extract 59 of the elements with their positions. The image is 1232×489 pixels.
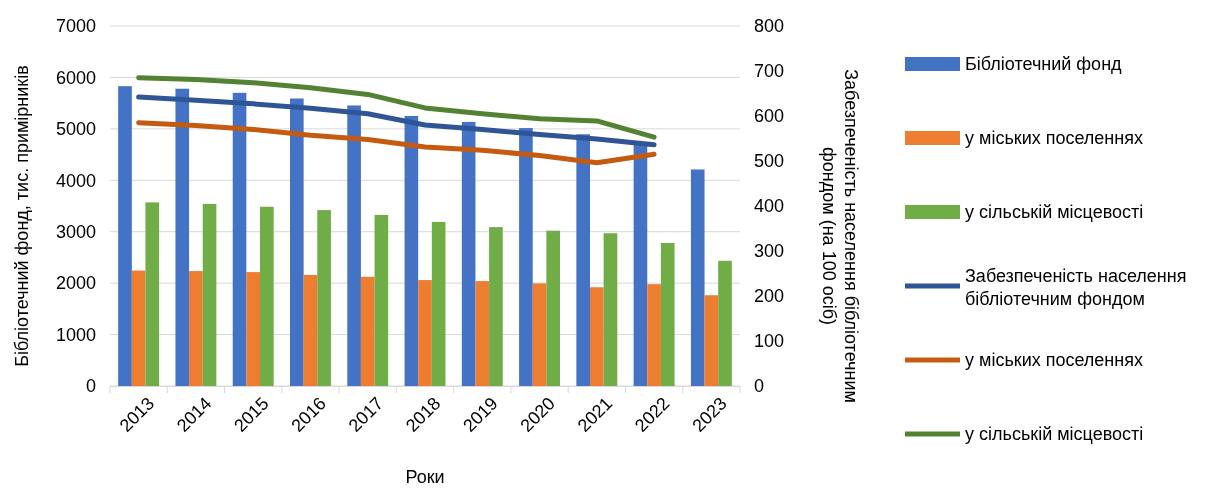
bar [590, 287, 604, 386]
bar [317, 210, 331, 386]
y-tick-label: 5000 [55, 119, 96, 140]
legend-label: у сільській місцевості [965, 202, 1144, 222]
y2-tick-label: 500 [754, 151, 785, 172]
bar [647, 284, 661, 386]
bar [546, 230, 560, 386]
bar [431, 221, 446, 386]
bar [418, 280, 432, 386]
legend-label: Забезпеченість населення бібліотечним фондом [965, 266, 1187, 310]
y2-tick-label: 600 [754, 106, 785, 127]
y-tick-label: 7000 [55, 16, 96, 37]
bar [118, 86, 132, 386]
bar [519, 128, 533, 386]
bar [603, 233, 618, 386]
y-tick-label: 2000 [55, 273, 96, 294]
bar [489, 227, 503, 386]
bar [360, 276, 375, 386]
y-tick-label: 4000 [55, 170, 96, 191]
y2-tick-label: 400 [754, 196, 785, 217]
bar [690, 169, 705, 386]
bar [718, 260, 732, 386]
bar [232, 92, 247, 386]
bar [660, 243, 675, 386]
bar [131, 270, 146, 386]
bar [704, 295, 719, 386]
bar [175, 88, 190, 386]
legend-label: у міських поселеннях [965, 128, 1143, 148]
bar [290, 98, 304, 386]
bar [374, 215, 389, 386]
y2-tick-label: 700 [754, 61, 785, 82]
bar [145, 202, 160, 386]
y-tick-label: 3000 [55, 221, 96, 242]
y-axis-title: Бібліотечний фонд, тис. примірників [12, 65, 32, 367]
bar [461, 121, 476, 386]
y-tick-label: 0 [85, 376, 96, 397]
bar [633, 143, 648, 386]
legend-label: Бібліотечний фонд [965, 54, 1123, 74]
y-tick-label: 1000 [55, 324, 96, 345]
y2-tick-label: 0 [754, 376, 765, 397]
y2-tick-label: 300 [754, 241, 785, 262]
y2-tick-label: 800 [754, 16, 785, 37]
bar [189, 271, 203, 386]
bar [246, 272, 260, 386]
y2-axis-title: Забезпеченість населення бібліотечним фондом (на 100 осіб) [819, 69, 861, 403]
legend-label: у міських поселеннях [965, 350, 1143, 370]
bar [532, 283, 547, 386]
legend-label: у сільській місцевості [965, 424, 1144, 444]
bar [475, 281, 490, 386]
bar [260, 206, 274, 386]
bar [303, 274, 318, 386]
bar [347, 105, 361, 386]
x-axis-title: Роки [405, 467, 445, 487]
y2-tick-label: 100 [754, 331, 785, 352]
bar [576, 134, 590, 386]
y2-tick-label: 200 [754, 286, 785, 307]
y-tick-label: 6000 [55, 67, 96, 88]
bar [202, 203, 217, 386]
bar [404, 116, 419, 386]
